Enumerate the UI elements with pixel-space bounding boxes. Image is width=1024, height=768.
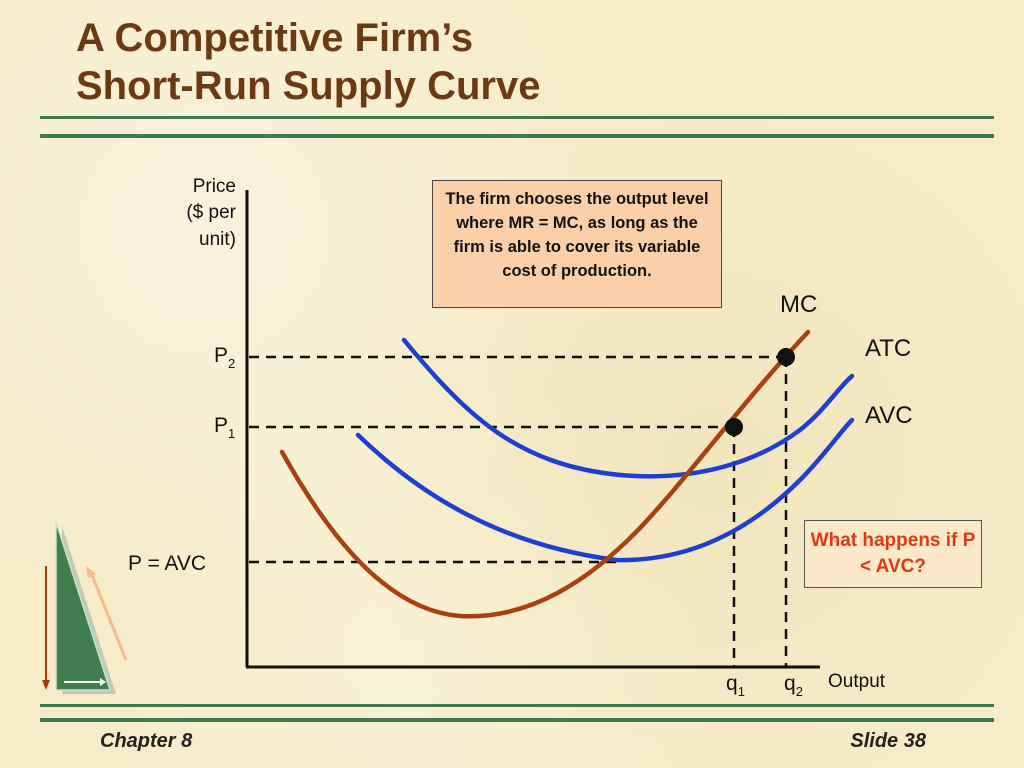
chapter-label: Chapter 8 <box>100 730 193 752</box>
y-axis-label-line-2: ($ per <box>186 202 236 223</box>
slide-title: A Competitive Firm’s Short-Run Supply Cu… <box>76 14 540 110</box>
avc-curve <box>355 417 855 563</box>
p2-q2-point <box>777 348 795 366</box>
footer-rule-thin <box>40 704 994 707</box>
q2-label: q2 <box>784 672 803 699</box>
avc-label: AVC <box>865 402 913 429</box>
mc-label: MC <box>780 291 817 318</box>
title-line-1: A Competitive Firm’s <box>76 16 474 60</box>
y-axis-label-line-3: unit) <box>199 229 236 250</box>
header-rule-thick <box>40 134 994 138</box>
footer-rule-thick <box>40 718 994 722</box>
atc-label: ATC <box>865 335 911 362</box>
p-avc-label: P = AVC <box>128 552 206 575</box>
atc-curve <box>401 337 855 479</box>
header-rule-thin <box>40 116 994 119</box>
mc-curve <box>279 329 811 619</box>
p1-label: P1 <box>214 414 235 441</box>
x-axis-label: Output <box>828 671 886 692</box>
title-line-2: Short-Run Supply Curve <box>76 64 541 108</box>
p1-q1-point <box>725 418 743 436</box>
triangle-ruler-icon <box>42 521 128 694</box>
slide-number: Slide 38 <box>850 730 926 752</box>
y-axis-label-line-1: Price <box>193 176 236 197</box>
p2-label: P2 <box>214 344 235 371</box>
mr-mc-note: The firm chooses the output level where … <box>432 180 722 308</box>
q1-label: q1 <box>726 672 745 699</box>
question-callout: What happens if P < AVC? <box>804 520 982 588</box>
